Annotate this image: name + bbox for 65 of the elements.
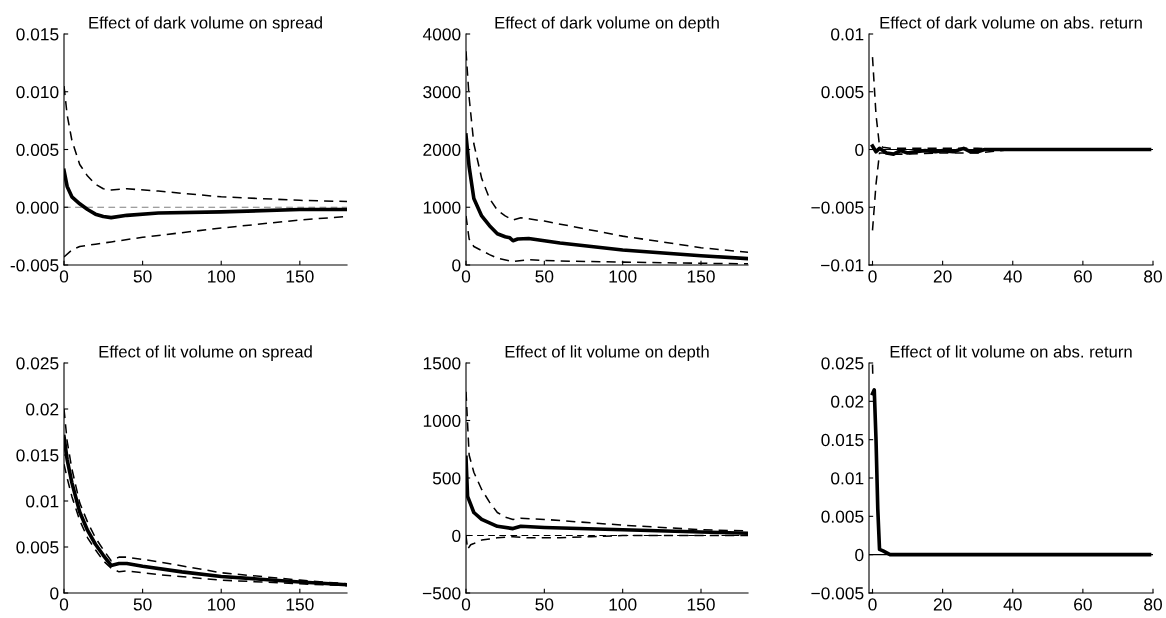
y-tick-label: 0.010 xyxy=(16,85,59,99)
x-tick-label: 60 xyxy=(1074,598,1092,611)
y-tick-label: 0.01 xyxy=(831,472,864,485)
y-tick-label: 0.005 xyxy=(821,85,864,99)
x-tick-label: 100 xyxy=(208,270,236,283)
y-tick-label: 0.015 xyxy=(821,433,864,447)
x-tick-label: 0 xyxy=(59,270,69,283)
y-tick-label: 3000 xyxy=(423,85,461,99)
y-tick-label: 1000 xyxy=(423,414,461,427)
y-tick-label: 0 xyxy=(855,548,864,562)
y-tick-label: 0.005 xyxy=(16,541,59,554)
x-tick-label: 50 xyxy=(535,270,554,283)
chart-title: Effect of dark volume on abs. return xyxy=(880,16,1142,29)
y-tick-label: 0 xyxy=(855,143,864,156)
y-tick-label: 0.02 xyxy=(26,403,59,416)
x-tick-label: 100 xyxy=(609,598,637,611)
y-tick-label: −500 xyxy=(422,587,461,600)
y-tick-label: 0.005 xyxy=(821,510,864,523)
x-tick-label: 150 xyxy=(286,598,314,611)
y-tick-label: −0.005 xyxy=(811,201,864,214)
y-tick-label: −0.01 xyxy=(821,259,864,272)
x-tick-label: 100 xyxy=(208,598,236,611)
x-tick-label: 0 xyxy=(59,598,69,611)
chart-title: Effect of lit volume on abs. return xyxy=(890,345,1132,358)
y-tick-label: 0 xyxy=(50,587,59,600)
y-tick-label: 1000 xyxy=(423,201,461,214)
x-tick-label: 60 xyxy=(1074,270,1092,283)
chart-title: Effect of lit volume on spread xyxy=(99,345,312,361)
y-tick-label: −0.005 xyxy=(811,587,864,600)
x-tick-label: 150 xyxy=(687,270,715,283)
x-tick-label: 150 xyxy=(687,598,715,611)
y-tick-label: 0.025 xyxy=(16,357,59,370)
y-tick-label: 0.000 xyxy=(16,201,59,214)
x-tick-label: 20 xyxy=(933,270,952,283)
x-tick-label: 50 xyxy=(133,270,152,283)
y-tick-label: 0 xyxy=(452,529,461,542)
x-tick-label: 80 xyxy=(1144,598,1162,611)
y-tick-label: -0.005 xyxy=(10,259,59,272)
y-tick-label: 0 xyxy=(452,259,461,272)
x-tick-label: 40 xyxy=(1003,598,1022,611)
y-tick-label: 500 xyxy=(432,472,461,485)
x-tick-label: 80 xyxy=(1144,270,1162,283)
x-tick-label: 0 xyxy=(461,598,471,611)
y-tick-label: 0.01 xyxy=(26,495,59,508)
chart-title: Effect of dark volume on spread xyxy=(89,16,322,32)
y-tick-label: 1500 xyxy=(423,357,461,370)
y-tick-label: 0.025 xyxy=(821,357,864,370)
x-tick-label: 150 xyxy=(286,270,314,283)
chart-title: Effect of lit volume on depth xyxy=(505,345,709,361)
x-tick-label: 20 xyxy=(933,598,952,611)
y-tick-label: 0.02 xyxy=(831,395,864,408)
y-tick-label: 2000 xyxy=(423,143,461,156)
x-tick-label: 0 xyxy=(461,270,471,283)
y-tick-label: 0.015 xyxy=(16,449,59,462)
y-tick-label: 0.01 xyxy=(831,28,864,41)
x-tick-label: 40 xyxy=(1003,270,1022,283)
x-tick-label: 50 xyxy=(535,598,554,611)
x-tick-label: 50 xyxy=(133,598,152,611)
chart-title: Effect of dark volume on depth xyxy=(495,16,719,32)
y-tick-label: 4000 xyxy=(422,28,461,41)
y-tick-label: 0.005 xyxy=(16,143,59,156)
x-tick-label: 0 xyxy=(868,598,877,611)
x-tick-label: 100 xyxy=(609,270,637,283)
x-tick-label: 0 xyxy=(868,270,877,283)
y-tick-label: 0.015 xyxy=(16,28,59,41)
